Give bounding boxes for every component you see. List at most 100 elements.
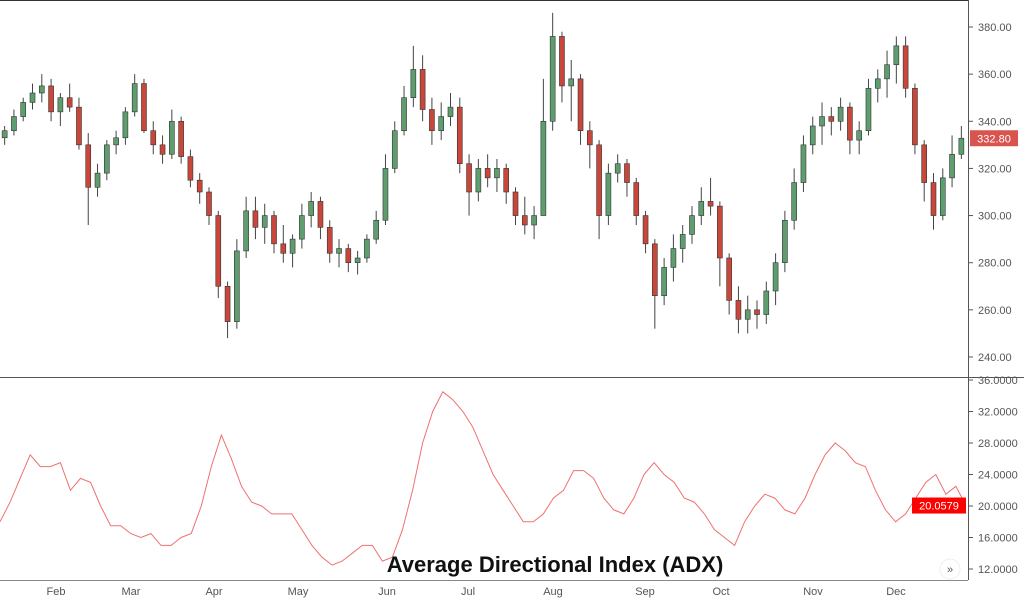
month-tick-label: Jul xyxy=(461,586,475,598)
candle xyxy=(717,201,723,287)
candle xyxy=(299,203,305,249)
candle xyxy=(94,163,101,197)
last-price-badge: 332.80 xyxy=(970,130,1018,147)
candle xyxy=(698,187,705,225)
candle-body xyxy=(271,215,277,245)
candle-body xyxy=(354,257,361,263)
candle-body xyxy=(252,210,259,228)
candle-body xyxy=(29,92,36,103)
candle xyxy=(252,196,259,240)
candle-body xyxy=(930,182,937,216)
candle xyxy=(122,107,129,145)
candle xyxy=(893,36,900,84)
candle xyxy=(391,121,398,174)
price-tick-label: 360.00 xyxy=(978,69,1012,81)
candle xyxy=(884,50,890,98)
candle-body xyxy=(308,201,314,216)
candle-body xyxy=(503,168,510,193)
candle xyxy=(475,158,482,202)
candle xyxy=(800,135,807,192)
candle-body xyxy=(707,201,714,207)
candle xyxy=(29,83,36,110)
candle xyxy=(429,97,435,145)
candle-body xyxy=(568,78,575,87)
candle xyxy=(754,300,760,329)
candle xyxy=(104,140,110,181)
candle xyxy=(234,239,240,329)
candle-body xyxy=(122,111,129,139)
double-chevron-right-icon[interactable]: » xyxy=(947,564,953,576)
candle xyxy=(939,168,946,221)
candle-body xyxy=(243,210,249,252)
candle-body xyxy=(698,201,705,216)
candle xyxy=(596,140,602,240)
candle xyxy=(317,196,324,240)
candle xyxy=(336,239,342,268)
candle xyxy=(865,78,872,136)
scroll-right-button[interactable]: » xyxy=(939,558,961,580)
candle-body xyxy=(113,137,119,146)
candle-body xyxy=(206,191,212,216)
candle-body xyxy=(494,168,500,179)
candle-body xyxy=(104,144,110,174)
adx-tick-label: 24.0000 xyxy=(978,470,1018,482)
candle xyxy=(484,154,491,188)
month-tick-label: Sep xyxy=(635,586,655,598)
candle xyxy=(949,135,955,188)
candle xyxy=(642,210,649,254)
candle-body xyxy=(782,219,788,264)
candle xyxy=(382,154,389,225)
candle xyxy=(150,121,157,155)
candle xyxy=(679,224,686,263)
candle-body xyxy=(317,201,324,228)
candle xyxy=(447,92,454,126)
month-tick-label: Apr xyxy=(205,586,222,598)
candle xyxy=(782,210,788,273)
candle xyxy=(410,45,417,108)
candle-body xyxy=(893,45,900,66)
candle xyxy=(326,220,333,263)
indicator-title: Average Directional Index (ADX) xyxy=(386,552,724,577)
candle xyxy=(438,102,445,141)
month-tick-label: Mar xyxy=(122,586,141,598)
candle xyxy=(364,234,370,263)
candle-body xyxy=(391,130,398,169)
candle xyxy=(809,116,816,155)
candle xyxy=(819,102,825,145)
adx-tick-label: 20.0000 xyxy=(978,501,1018,513)
candle xyxy=(76,97,82,150)
candle-body xyxy=(187,156,194,181)
candle xyxy=(308,191,314,228)
candle-body xyxy=(178,120,184,157)
candle xyxy=(670,234,677,282)
candle xyxy=(707,177,714,216)
candle xyxy=(38,74,45,103)
adx-tick-label: 16.0000 xyxy=(978,533,1018,545)
candle-body xyxy=(76,106,82,146)
candle-body xyxy=(744,309,751,320)
candle-body xyxy=(373,219,379,240)
month-tick-label: Oct xyxy=(712,586,729,598)
candle-body xyxy=(159,144,166,155)
candle xyxy=(48,78,54,122)
candle xyxy=(141,78,147,134)
candle-body xyxy=(828,116,835,122)
candle xyxy=(131,74,138,117)
candle-body xyxy=(614,163,621,174)
candle-body xyxy=(921,144,928,183)
candle-body xyxy=(939,177,946,216)
candle-body xyxy=(689,215,695,235)
candle xyxy=(57,92,64,126)
candle-body xyxy=(670,248,677,268)
candle xyxy=(531,206,537,240)
candle-body xyxy=(837,106,844,122)
candle-body xyxy=(865,87,872,132)
candle-body xyxy=(224,285,231,322)
candle-body xyxy=(809,125,816,146)
candle xyxy=(261,203,268,244)
candle xyxy=(456,97,463,174)
candle-body xyxy=(456,106,463,165)
candle-body xyxy=(466,163,472,193)
candle-body xyxy=(874,78,881,89)
candle-body xyxy=(382,168,389,221)
